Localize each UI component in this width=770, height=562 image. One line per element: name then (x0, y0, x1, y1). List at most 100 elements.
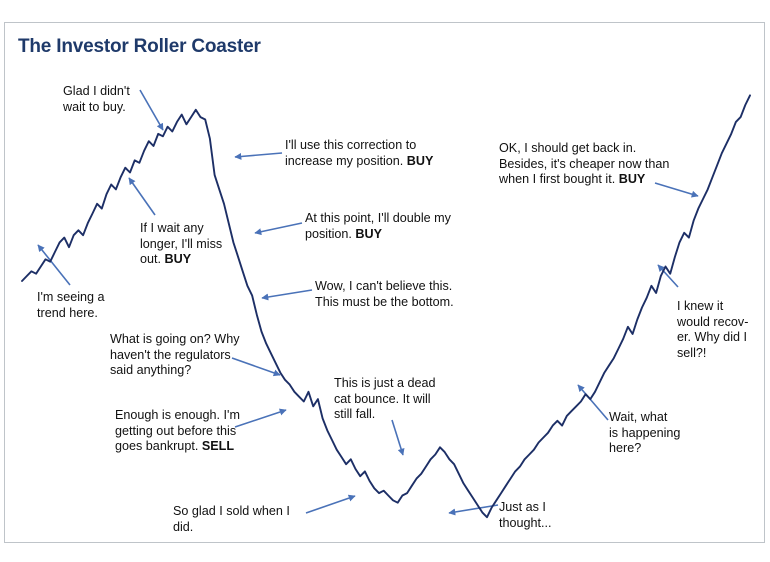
annotation-1: I'm seeing a trend here. (37, 290, 105, 321)
annotation-line: is happening (609, 426, 680, 442)
annotation-line: Glad I didn't (63, 84, 130, 100)
annotation-arrows (37, 89, 699, 516)
annotation-line: said anything? (110, 363, 240, 379)
annotation-line: OK, I should get back in. (499, 141, 669, 157)
annotation-line: did. (173, 520, 290, 536)
annotation-text: getting out before this (115, 423, 237, 438)
annotation-line: would recov- (677, 315, 748, 331)
annotation-text: haven't the regulators (110, 347, 231, 362)
annotation-text: This is just a dead (334, 376, 436, 390)
annotation-text: OK, I should get back in. (499, 141, 637, 155)
annotation-3: If I wait any longer, I'll miss out. BUY (140, 221, 222, 268)
annotation-text: Wait, what (609, 410, 668, 424)
annotation-8: Enough is enough. I'm getting out before … (115, 408, 240, 455)
annotation-text: I'm seeing a (37, 290, 105, 304)
annotation-line: out. BUY (140, 252, 222, 268)
annotation-line: I knew it (677, 299, 748, 315)
annotation-text: thought... (499, 515, 552, 530)
annotation-text: If I wait any (140, 221, 204, 235)
action-label: SELL (201, 439, 235, 453)
annotation-line: Just as I (499, 500, 552, 516)
annotation-text: said anything? (110, 363, 192, 377)
annotation-6: Wow, I can't believe this. This must be t… (315, 279, 454, 310)
annotation-line: I'm seeing a (37, 290, 105, 306)
annotation-arrow-6 (261, 289, 313, 301)
annotation-text: er. Why did I (677, 330, 747, 344)
annotation-text: Wow, I can't believe this. (315, 279, 453, 293)
annotation-text: out. (140, 252, 162, 266)
annotation-line: Wow, I can't believe this. (315, 279, 454, 295)
annotation-line: increase my position. BUY (285, 154, 433, 170)
annotation-arrow-5 (254, 222, 303, 236)
annotation-text: wait to buy. (63, 99, 126, 114)
action-label: BUY (406, 153, 434, 168)
annotation-line: sell?! (677, 346, 748, 362)
annotation-text: longer, I'll miss (140, 236, 223, 251)
annotation-text: I knew it (677, 299, 724, 313)
action-label: BUY (355, 226, 383, 241)
annotation-line: What is going on? Why (110, 332, 240, 348)
annotation-arrow-1 (37, 244, 71, 286)
annotation-arrow-13 (657, 264, 679, 288)
chart-title: The Investor Roller Coaster (18, 36, 261, 57)
annotation-line: I'll use this correction to (285, 138, 433, 154)
annotation-4: I'll use this correction to increase my p… (285, 138, 433, 169)
annotation-text: trend here. (37, 305, 98, 320)
price-line (21, 94, 751, 519)
annotation-line: getting out before this (115, 424, 240, 440)
annotation-line: still fall. (334, 407, 436, 423)
annotation-line: This is just a dead (334, 376, 436, 392)
annotation-arrow-3 (128, 177, 156, 216)
action-label: BUY (164, 252, 192, 266)
annotation-text: still fall. (334, 407, 376, 421)
annotation-text: increase my position. (285, 153, 404, 168)
annotation-14: OK, I should get back in. Besides, it's c… (499, 141, 669, 188)
annotation-text: cat bounce. It will (334, 391, 431, 406)
annotation-line: thought... (499, 516, 552, 532)
annotation-text: Besides, it's cheaper now than (499, 156, 670, 171)
annotation-text: At this point, I'll double my (305, 211, 451, 225)
annotation-7: What is going on? Why haven't the regulat… (110, 332, 240, 379)
annotation-line: wait to buy. (63, 100, 130, 116)
annotation-line: haven't the regulators (110, 348, 240, 364)
annotation-text: This must be the bottom. (315, 294, 454, 309)
annotation-line: when I first bought it. BUY (499, 172, 669, 188)
annotation-text: goes bankrupt. (115, 439, 199, 453)
chart-frame (4, 22, 765, 543)
annotation-arrow-11 (448, 504, 499, 516)
annotation-2: Glad I didn't wait to buy. (63, 84, 130, 115)
annotation-text: I'll use this correction to (285, 138, 417, 152)
annotation-line: Enough is enough. I'm (115, 408, 240, 424)
annotation-arrow-10 (391, 419, 405, 456)
annotation-text: sell?! (677, 345, 707, 360)
annotation-text: Just as I (499, 500, 546, 514)
annotation-arrow-4 (234, 152, 283, 160)
annotation-arrow-7 (231, 357, 281, 377)
annotation-text: would recov- (677, 314, 749, 329)
annotation-text: Glad I didn't (63, 84, 130, 98)
annotation-line: goes bankrupt. SELL (115, 439, 240, 455)
annotation-text: Enough is enough. I'm (115, 408, 240, 422)
annotation-arrow-9 (305, 494, 356, 514)
annotation-line: trend here. (37, 306, 105, 322)
annotation-line: Wait, what (609, 410, 680, 426)
annotation-arrow-12 (577, 384, 609, 421)
annotation-text: did. (173, 519, 194, 534)
annotation-text: when I first bought it. (499, 172, 616, 186)
annotation-line: er. Why did I (677, 330, 748, 346)
annotation-5: At this point, I'll double my position. B… (305, 211, 451, 242)
annotation-12: Wait, what is happening here? (609, 410, 680, 457)
action-label: BUY (618, 172, 646, 186)
annotation-arrow-8 (234, 408, 287, 428)
annotation-10: This is just a dead cat bounce. It will st… (334, 376, 436, 423)
annotation-text: here? (609, 441, 642, 455)
annotation-line: At this point, I'll double my (305, 211, 451, 227)
annotation-line: So glad I sold when I (173, 504, 290, 520)
annotation-text: What is going on? Why (110, 332, 240, 346)
annotation-line: This must be the bottom. (315, 295, 454, 311)
annotation-arrow-2 (139, 89, 164, 131)
